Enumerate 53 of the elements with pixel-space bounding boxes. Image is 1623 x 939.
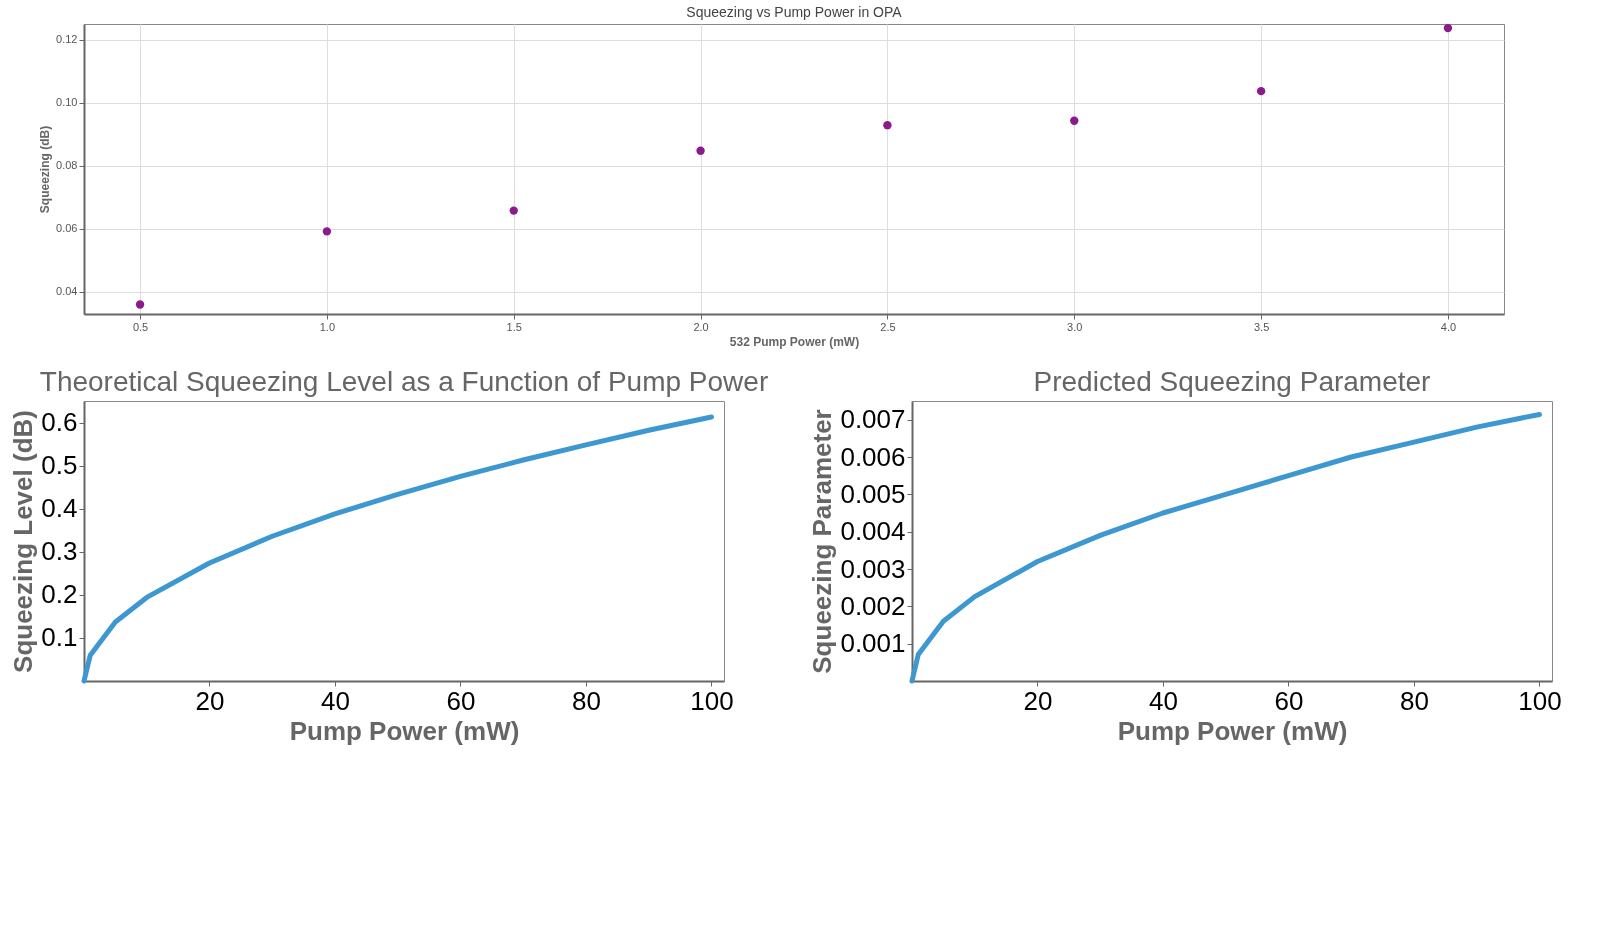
- y-tick-label: 0.1: [41, 622, 78, 653]
- x-axis-title: Pump Power (mW): [1117, 715, 1348, 746]
- y-tick-label: 0.06: [56, 222, 78, 235]
- y-tick-label: 0.08: [56, 159, 78, 172]
- y-tick-label: 0.005: [840, 478, 906, 509]
- x-tick-label: 40: [321, 685, 350, 716]
- y-axis-title: Squeezing (dB): [38, 125, 53, 214]
- x-tick-label: 60: [1274, 685, 1304, 716]
- y-tick-label: 0.004: [840, 516, 906, 547]
- y-tick-label: 0.003: [840, 553, 906, 584]
- point: [1443, 23, 1453, 33]
- point: [135, 300, 145, 309]
- y-tick-label: 0.04: [56, 285, 78, 298]
- x-tick-label: 80: [1400, 685, 1429, 716]
- point: [1256, 86, 1266, 96]
- x-tick-label: 3.0: [1067, 320, 1083, 333]
- x-tick-label: 100: [1518, 685, 1562, 716]
- chart-title: Predicted Squeezing Parameter: [1033, 366, 1431, 397]
- point: [696, 146, 705, 155]
- x-tick-label: 20: [195, 685, 225, 716]
- x-tick-label: 60: [446, 685, 476, 716]
- x-tick-label: 100: [690, 685, 734, 716]
- y-tick-label: 0.006: [840, 441, 906, 472]
- point: [509, 206, 518, 215]
- y-tick-label: 0.007: [840, 404, 906, 435]
- y-tick-label: 0.2: [41, 579, 78, 610]
- x-tick-label: 4.0: [1440, 320, 1457, 333]
- x-axis-title: 532 Pump Power (mW): [729, 334, 860, 349]
- chart-title: Squeezing vs Pump Power in OPA: [686, 3, 903, 20]
- y-axis-title: Squeezing Level (dB): [8, 410, 39, 673]
- x-tick-label: 0.5: [132, 320, 149, 333]
- y-tick-label: 0.12: [56, 33, 78, 46]
- x-tick-label: 20: [1023, 685, 1053, 716]
- y-tick-label: 0.5: [41, 450, 78, 481]
- point: [1070, 116, 1079, 125]
- x-tick-label: 2.0: [693, 320, 709, 333]
- y-tick-label: 0.4: [41, 493, 78, 524]
- y-tick-label: 0.6: [41, 407, 78, 438]
- y-tick-label: 0.002: [840, 590, 906, 621]
- chart-title: Theoretical Squeezing Level as a Function of Pump Power: [39, 366, 769, 397]
- x-tick-label: 40: [1149, 685, 1178, 716]
- x-tick-label: 1.5: [506, 320, 522, 333]
- x-tick-label: 80: [572, 685, 601, 716]
- point: [322, 227, 332, 236]
- y-axis-title: Squeezing Parameter: [807, 409, 838, 674]
- x-axis-title: Pump Power (mW): [289, 715, 520, 746]
- y-tick-label: 0.001: [840, 628, 906, 659]
- point: [883, 121, 892, 130]
- y-tick-label: 0.3: [41, 536, 78, 567]
- x-tick-label: 3.5: [1253, 320, 1270, 333]
- x-tick-label: 2.5: [880, 320, 896, 333]
- x-tick-label: 1.0: [319, 320, 336, 333]
- y-tick-label: 0.10: [56, 96, 78, 109]
